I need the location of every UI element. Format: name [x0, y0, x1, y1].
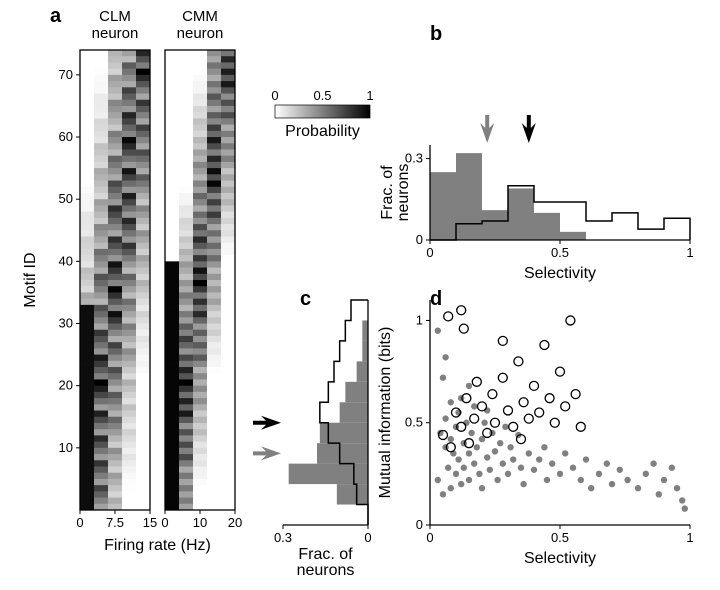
svg-text:1: 1 — [686, 245, 693, 260]
svg-text:Frac. of: Frac. of — [298, 546, 353, 563]
panel-c-gray-hist — [289, 320, 368, 504]
svg-text:0: 0 — [426, 530, 433, 545]
cmm-heatmap — [165, 50, 236, 511]
svg-text:CMM: CMM — [182, 8, 218, 25]
svg-text:0: 0 — [416, 517, 423, 532]
svg-text:neurons: neurons — [297, 562, 355, 579]
svg-text:60: 60 — [59, 129, 73, 144]
svg-text:10: 10 — [59, 440, 73, 455]
svg-text:30: 30 — [59, 316, 73, 331]
svg-text:neuron: neuron — [92, 25, 139, 42]
svg-text:Selectivity: Selectivity — [524, 550, 596, 567]
svg-text:0: 0 — [364, 530, 371, 545]
svg-text:0: 0 — [161, 515, 168, 530]
scatter-gray — [435, 327, 688, 511]
svg-text:Frac. of: Frac. of — [379, 165, 396, 220]
svg-text:10: 10 — [193, 515, 207, 530]
svg-text:0.3: 0.3 — [274, 530, 292, 545]
svg-text:0.5: 0.5 — [551, 530, 569, 545]
figure-svg: 1020304050607007.51501020CLMneuronCMMneu… — [0, 0, 720, 590]
svg-text:0: 0 — [426, 245, 433, 260]
svg-text:7.5: 7.5 — [106, 515, 124, 530]
svg-text:0.5: 0.5 — [405, 415, 423, 430]
svg-text:CLM: CLM — [99, 8, 131, 25]
svg-text:0.5: 0.5 — [551, 245, 569, 260]
svg-text:1: 1 — [366, 88, 373, 103]
svg-text:neurons: neurons — [395, 164, 412, 222]
scatter-open — [439, 306, 586, 452]
svg-text:d: d — [430, 288, 442, 310]
svg-text:c: c — [300, 288, 311, 310]
svg-text:a: a — [50, 5, 62, 27]
clm-heatmap — [80, 50, 151, 511]
svg-text:50: 50 — [59, 191, 73, 206]
svg-text:Motif ID: Motif ID — [22, 252, 39, 307]
svg-text:20: 20 — [59, 378, 73, 393]
svg-text:1: 1 — [686, 530, 693, 545]
svg-text:0: 0 — [76, 515, 83, 530]
svg-text:Probability: Probability — [285, 123, 360, 140]
svg-text:Mutual information (bits): Mutual information (bits) — [377, 327, 394, 499]
svg-text:1: 1 — [416, 312, 423, 327]
svg-text:40: 40 — [59, 253, 73, 268]
svg-text:20: 20 — [228, 515, 242, 530]
svg-text:Selectivity: Selectivity — [524, 265, 596, 282]
svg-text:b: b — [430, 23, 442, 45]
svg-text:0.3: 0.3 — [405, 151, 423, 166]
svg-text:15: 15 — [143, 515, 157, 530]
svg-text:0: 0 — [416, 232, 423, 247]
svg-text:70: 70 — [59, 67, 73, 82]
svg-text:Firing rate (Hz): Firing rate (Hz) — [104, 537, 211, 554]
svg-text:0: 0 — [271, 88, 278, 103]
svg-text:0.5: 0.5 — [313, 88, 331, 103]
svg-text:neuron: neuron — [177, 25, 224, 42]
